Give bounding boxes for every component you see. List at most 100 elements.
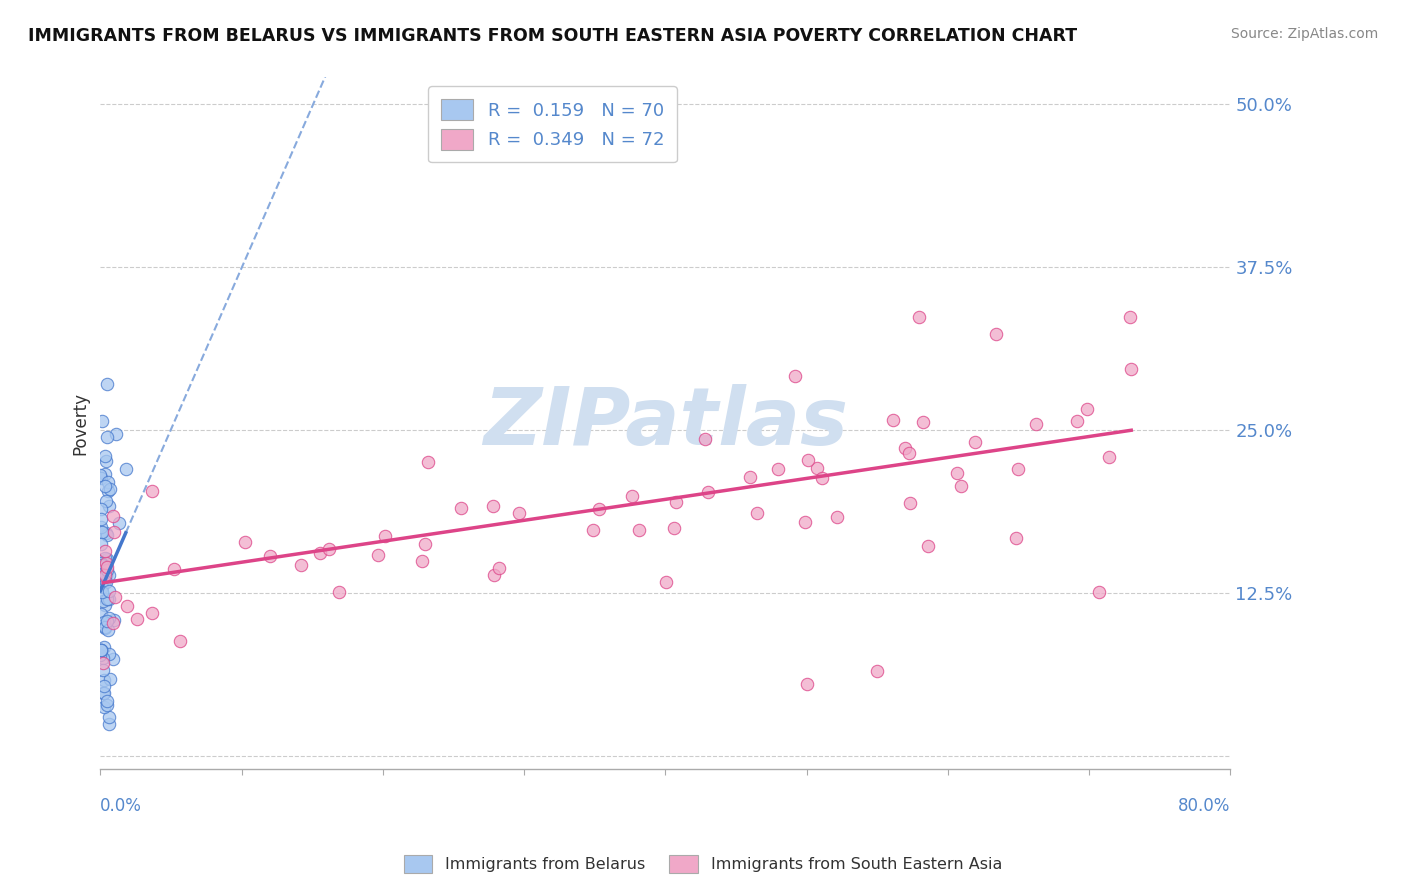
Point: [105, 426, 128, 441]
Point: [98, 716, 121, 731]
Point: [93, 550, 115, 565]
Point: [309, 546, 332, 560]
Point: [103, 613, 125, 627]
Point: [90, 607, 112, 621]
Point: [482, 500, 505, 514]
Point: [127, 612, 149, 626]
Point: [90, 585, 112, 599]
Point: [98, 482, 121, 496]
Point: [508, 506, 530, 520]
Point: [97, 584, 120, 599]
Point: [97, 591, 120, 606]
Point: [984, 326, 1007, 341]
Point: [655, 575, 678, 590]
Point: [91, 656, 114, 670]
Point: [866, 665, 889, 679]
Point: [665, 494, 688, 508]
Point: [96, 527, 118, 541]
Point: [141, 606, 163, 620]
Point: [101, 652, 124, 666]
Point: [488, 561, 510, 575]
Point: [233, 534, 256, 549]
Point: [740, 470, 762, 484]
Point: [259, 549, 281, 564]
Point: [89, 648, 111, 662]
Point: [163, 561, 186, 575]
Point: [965, 434, 987, 449]
Point: [413, 536, 436, 550]
Point: [91, 594, 114, 608]
Point: [945, 466, 967, 480]
Text: 80.0%: 80.0%: [1178, 797, 1230, 815]
Point: [94, 493, 117, 508]
Text: ZIPatlas: ZIPatlas: [482, 384, 848, 462]
Point: [90, 643, 112, 657]
Point: [1076, 402, 1098, 417]
Point: [91, 414, 114, 428]
Point: [94, 621, 117, 635]
Text: IMMIGRANTS FROM BELARUS VS IMMIGRANTS FROM SOUTH EASTERN ASIA POVERTY CORRELATIO: IMMIGRANTS FROM BELARUS VS IMMIGRANTS FR…: [28, 27, 1077, 45]
Point: [94, 556, 117, 570]
Point: [745, 506, 768, 520]
Point: [94, 454, 117, 468]
Point: [1004, 531, 1026, 545]
Point: [97, 611, 120, 625]
Point: [90, 470, 112, 484]
Point: [367, 549, 389, 563]
Point: [107, 516, 129, 530]
Point: [93, 640, 115, 654]
Point: [917, 539, 939, 553]
Point: [94, 543, 117, 558]
Point: [90, 642, 112, 657]
Point: [416, 455, 439, 469]
Point: [90, 536, 112, 550]
Point: [93, 566, 115, 580]
Point: [626, 96, 648, 111]
Point: [93, 680, 115, 694]
Point: [897, 446, 920, 460]
Point: [893, 441, 915, 455]
Point: [90, 520, 112, 534]
Point: [94, 574, 117, 589]
Point: [588, 501, 610, 516]
Point: [482, 567, 505, 582]
Point: [695, 432, 717, 446]
Point: [169, 633, 191, 648]
Point: [912, 415, 935, 429]
Point: [318, 542, 340, 557]
Point: [93, 686, 115, 700]
Point: [91, 558, 114, 573]
Text: 0.0%: 0.0%: [100, 797, 142, 815]
Point: [96, 574, 118, 589]
Point: [96, 551, 118, 566]
Point: [94, 598, 117, 612]
Point: [96, 592, 118, 607]
Point: [794, 515, 817, 529]
Point: [114, 462, 136, 476]
Point: [104, 591, 127, 605]
Point: [882, 413, 904, 427]
Point: [581, 524, 603, 538]
Point: [96, 377, 118, 392]
Point: [94, 620, 117, 634]
Point: [1066, 414, 1088, 428]
Point: [94, 567, 117, 582]
Point: [96, 560, 118, 574]
Point: [96, 698, 118, 712]
Point: [1007, 462, 1029, 476]
Point: [89, 467, 111, 482]
Point: [94, 568, 117, 582]
Point: [898, 495, 921, 509]
Point: [103, 525, 125, 540]
Point: [374, 529, 396, 543]
Point: [797, 453, 820, 467]
Point: [94, 449, 117, 463]
Point: [141, 483, 163, 498]
Point: [98, 647, 121, 661]
Point: [94, 467, 117, 482]
Point: [96, 694, 118, 708]
Point: [1119, 310, 1142, 325]
Point: [1098, 450, 1121, 464]
Point: [290, 558, 312, 572]
Point: [91, 651, 114, 665]
